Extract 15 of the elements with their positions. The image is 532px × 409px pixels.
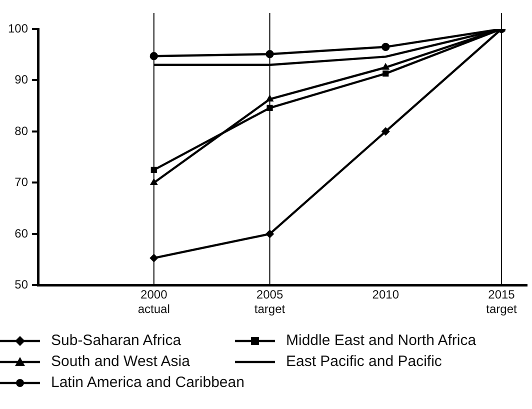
x-tick-label: 2000 actual [138, 288, 170, 316]
x-tick-label: 2015 target [486, 288, 518, 316]
x-tick-label: 2005 target [254, 288, 286, 316]
y-tick-label: 70 [14, 175, 28, 190]
legend-label: Latin America and Caribbean [51, 374, 244, 391]
legend-label: Middle East and North Africa [286, 332, 476, 349]
y-tick-label: 90 [14, 72, 28, 87]
legend-label: East Pacific and Pacific [286, 353, 442, 370]
y-tick-label: 60 [14, 226, 28, 240]
x-tick-label: 2010 [372, 288, 400, 302]
y-tick-label: 80 [14, 124, 28, 138]
y-tick-label: 50 [14, 278, 28, 292]
legend-label: South and West Asia [51, 353, 190, 370]
legend-label: Sub-Saharan Africa [51, 332, 182, 349]
y-tick-label: 100 [8, 21, 28, 36]
